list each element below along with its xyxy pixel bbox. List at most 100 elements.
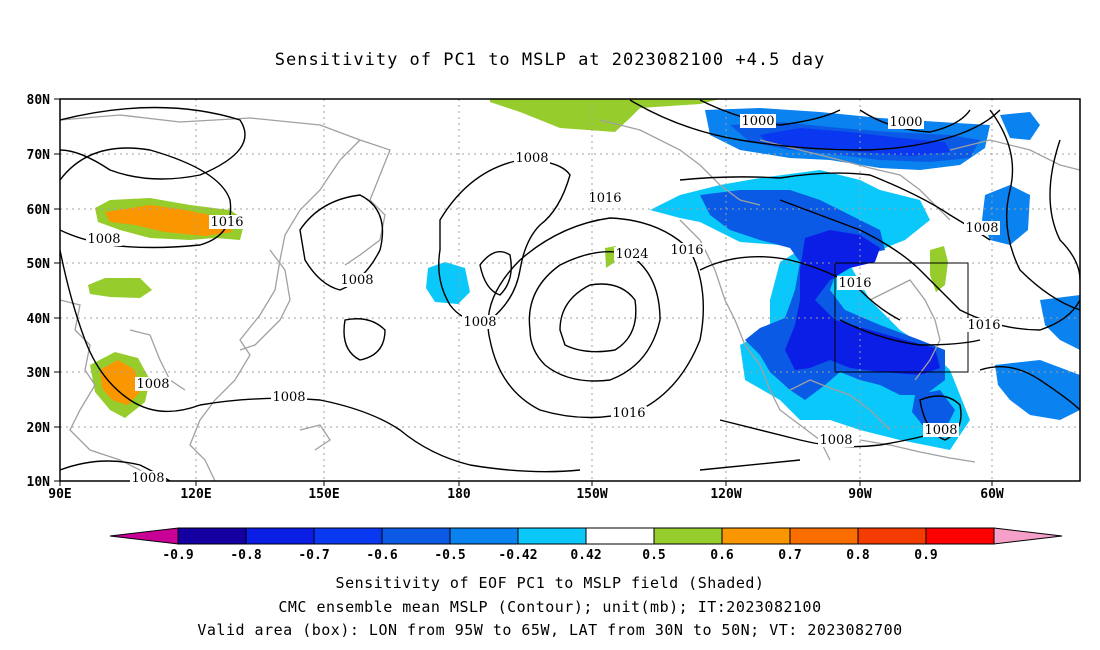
colorbar-swatch [381,527,451,545]
contour-label-bg [209,215,245,229]
lon-tick-label: 90W [848,487,872,502]
lon-tick-label: 60W [980,487,1004,502]
contour-label: 1016 [670,243,703,258]
contour-label: 1008 [463,315,496,330]
colorbar-swatch [925,527,995,545]
lon-tick-label: 120E [180,487,211,502]
contour-label-bg [611,406,647,420]
colorbar-label: -0.6 [366,548,397,563]
contour-label: 1016 [967,318,1000,333]
shade-positive-mongolia-inner [105,205,232,236]
contour-label-bg [339,273,375,287]
colorbar-label: -0.8 [230,548,261,563]
colorbar-swatch [585,527,655,545]
colorbar-label: 0.6 [710,548,734,563]
lat-tick-label: 30N [27,366,51,381]
lat-tick-label: 70N [27,148,51,163]
contour-label: 1008 [965,221,998,236]
contour-label-bg [966,318,1002,332]
contour-label: 1008 [819,433,852,448]
colorbar-swatch [857,527,927,545]
shade-positive-china-south-inner [100,360,140,405]
colorbar-high-extend [993,527,1063,545]
lon-tick-label: 120W [710,487,741,502]
contour-label-bg [135,377,171,391]
contour-label-bg [614,247,650,261]
colorbar-swatch [721,527,791,545]
colorbar-swatch [653,527,723,545]
valid-area-box [834,262,969,373]
lat-tick-label: 80N [27,93,51,108]
longitude-labels: 90E 120E 150E 180 150W 120W 90W 60W [48,481,1004,502]
contour-label-bg [837,276,873,290]
colorbar-low-extend [109,527,179,545]
map-title: Sensitivity of PC1 to MSLP at 2023082100… [274,50,826,70]
shade-negative-namerica-core [785,230,940,375]
lon-tick-label: 90E [48,487,71,502]
colorbar-swatch [789,527,859,545]
colorbar-swatch [245,527,315,545]
colorbar-swatch [517,527,587,545]
contour-label: 1008 [87,232,120,247]
contour-label: 1008 [131,471,164,486]
colorbar-swatch [177,527,247,545]
contour-label: 1024 [615,247,648,262]
lat-tick-label: 40N [27,312,51,327]
colorbar-label: 0.8 [846,548,870,563]
lat-tick-label: 50N [27,257,51,272]
contour-label-bg [669,243,705,257]
colorbar-label: -0.9 [162,548,193,563]
lat-tick-label: 10N [27,475,51,490]
colorbar: -0.9 -0.8 -0.7 -0.6 -0.5 -0.42 0.42 0.5 0.6 0.7 0.… [109,527,1063,563]
colorbar-label: 0.42 [570,548,601,563]
shade-negative-pacific [426,262,470,304]
caption-line-3: Valid area (box): LON from 95W to 65W, L… [197,621,903,639]
contour-label: 1016 [588,191,621,206]
contour-label: 1000 [741,114,774,129]
contour-label-bg [514,151,550,165]
caption-line-2: CMC ensemble mean MSLP (Contour); unit(m… [278,598,822,616]
colorbar-label: 0.9 [914,548,937,563]
colorbar-label: 0.5 [642,548,665,563]
caption-line-1: Sensitivity of EOF PC1 to MSLP field (Sh… [335,574,765,592]
lat-tick-label: 60N [27,203,51,218]
shade-positive-arctic [490,99,720,132]
colorbar-swatch [313,527,383,545]
contour-label: 1008 [136,377,169,392]
lon-tick-label: 150E [308,487,339,502]
contour-label-bg [964,221,1000,235]
contour-label: 1008 [340,273,373,288]
coastlines [60,114,1080,481]
lon-tick-label: 180 [447,487,471,502]
colorbar-label: -0.5 [434,548,465,563]
shade-negative-atlantic-southeast [995,360,1080,420]
contour-label: 1008 [924,423,957,438]
contour-labels: 1000 1000 1008 1008 1008 1008 1008 1008 1008 1008… [86,114,1002,486]
contour-label-bg [587,191,623,205]
contour-label-bg [130,471,166,485]
contour-label-bg [740,114,776,128]
contour-label: 1016 [210,215,243,230]
contour-label: 1016 [838,276,871,291]
lat-tick-label: 20N [27,421,51,436]
contour-label-bg [923,423,959,437]
contour-label-bg [818,433,854,447]
contour-label: 1000 [889,115,922,130]
shade-positive-atlantic [930,246,948,292]
contour-label: 1008 [515,151,548,166]
contour-label-bg [271,390,307,404]
colorbar-label: -0.7 [298,548,329,563]
lon-tick-label: 150W [576,487,607,502]
graticule [60,99,1080,481]
contour-label: 1008 [272,390,305,405]
contour-label: 1016 [612,406,645,421]
contour-label-bg [462,315,498,329]
map-frame [59,98,1081,482]
contour-label-bg [888,115,924,129]
colorbar-swatch [449,527,519,545]
colorbar-label: 0.7 [778,548,801,563]
colorbar-label: -0.42 [498,548,537,563]
contour-label-bg [86,232,122,246]
latitude-labels: 80N 70N 60N 50N 40N 30N 20N 10N [27,93,60,490]
